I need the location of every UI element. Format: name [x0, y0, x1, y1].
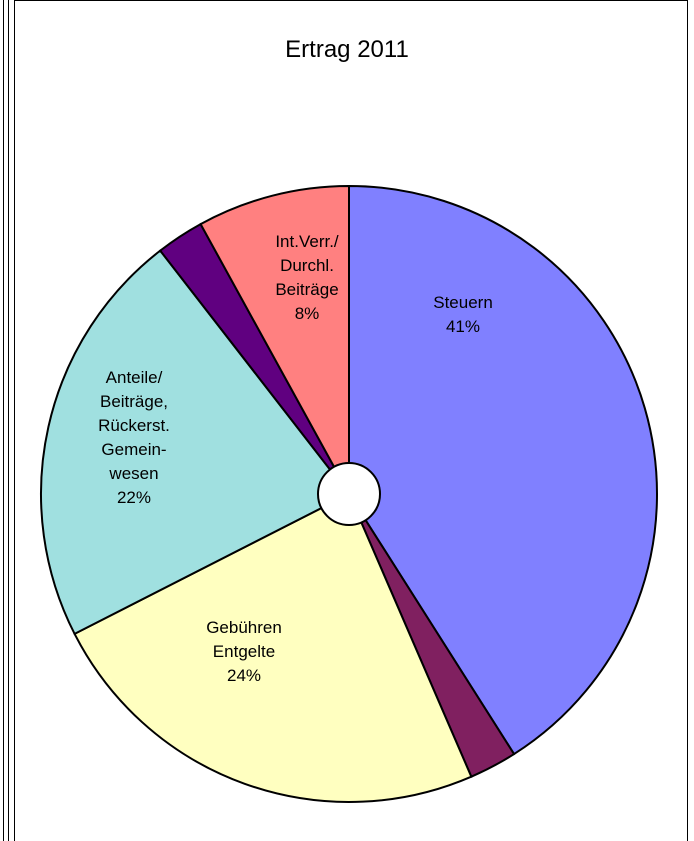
slice-label: Anteile/ Beiträge, Rückerst. Gemein- wes… [98, 366, 170, 510]
category-label: Steuern [433, 293, 493, 312]
pie-slice [199, 184, 350, 495]
value-label: 24% [226, 666, 262, 685]
value-label: 8% [294, 304, 320, 323]
slice-label: Gebühren Entgelte 24% [206, 616, 282, 688]
value-label: 41% [445, 317, 481, 336]
donut-hole [317, 462, 381, 526]
frame [14, 0, 688, 841]
chart-title: Ertrag 2011 [285, 36, 409, 63]
pie-slice [73, 492, 473, 803]
pie-slice [40, 249, 351, 636]
category-label: Anteile/ Beiträge, Rückerst. Gemein- wes… [98, 368, 170, 483]
category-label: Gebühren Entgelte [206, 618, 282, 661]
category-label: Int.Verr./ Durchl. Beiträge [275, 232, 339, 299]
slice-label: Int.Verr./ Durchl. Beiträge 8% [275, 230, 338, 326]
value-label: 22% [116, 488, 152, 507]
pie-slice [348, 184, 658, 756]
slice-label: Steuern 41% [433, 291, 493, 339]
